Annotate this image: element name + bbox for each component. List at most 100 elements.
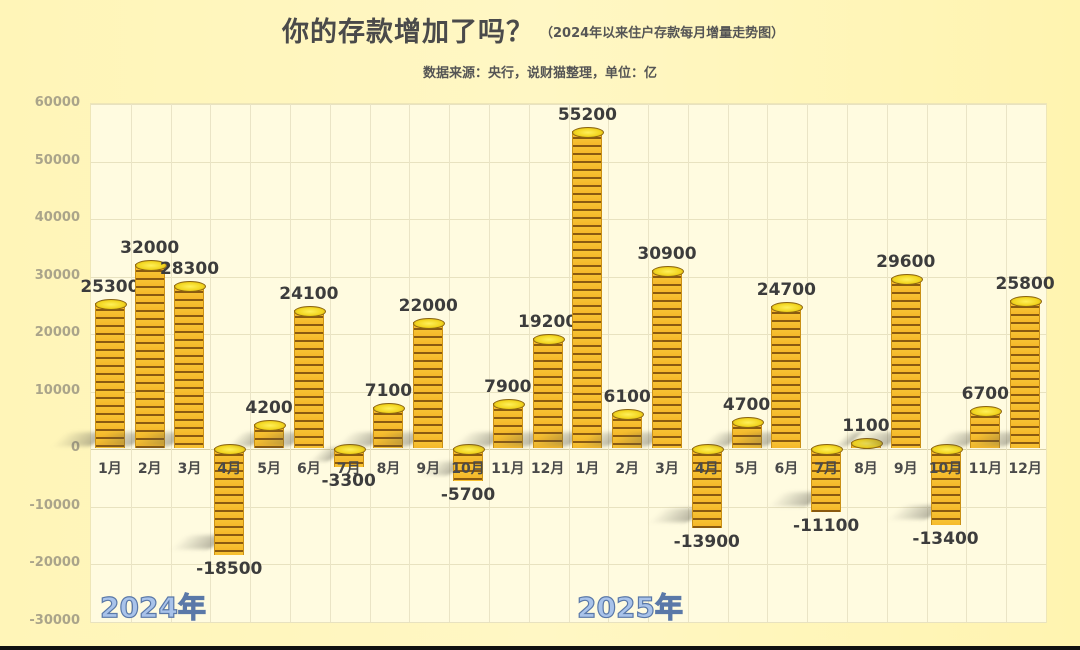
- coin-stack-bar[interactable]: [453, 444, 486, 482]
- y-tick-label: -10000: [29, 497, 80, 513]
- coin-top-icon: [373, 403, 406, 415]
- gridline-vertical: [1006, 104, 1008, 622]
- coin-stack-bar[interactable]: [731, 417, 764, 449]
- year-label-2024: 2024年: [99, 590, 206, 624]
- gridline-horizontal: [91, 622, 1046, 623]
- x-category-label: 3月: [655, 461, 679, 477]
- bar-value-label: 4700: [722, 395, 771, 416]
- bar-value-label: 25300: [80, 276, 140, 297]
- bar-value-label: 25800: [995, 273, 1055, 294]
- bar-value-label: 55200: [557, 104, 617, 125]
- coin-stack-bar[interactable]: [651, 266, 684, 449]
- coin-stack-bar[interactable]: [413, 317, 446, 449]
- gridline-vertical: [847, 104, 849, 622]
- coin-top-icon: [254, 420, 287, 432]
- coin-stack-bar[interactable]: [691, 444, 724, 529]
- coin-stack-bar[interactable]: [850, 438, 883, 449]
- coin-stack-bar[interactable]: [373, 403, 406, 449]
- coin-top-icon: [651, 266, 684, 278]
- coin-stack-bar[interactable]: [572, 126, 605, 449]
- bar-value-label: 29600: [876, 251, 936, 272]
- bottom-edge: [0, 646, 1080, 650]
- coin-top-icon: [94, 298, 127, 310]
- bar-value-label: 24700: [756, 280, 816, 301]
- x-category-label: 4月: [694, 461, 719, 477]
- x-category-label: 8月: [854, 461, 878, 477]
- gridline-vertical: [369, 104, 371, 622]
- coin-stack-bar[interactable]: [1010, 295, 1043, 449]
- data-source-note: 数据来源：央行，说财猫整理，单位：亿: [422, 66, 657, 81]
- gridline-vertical: [170, 104, 172, 622]
- gridline-vertical: [926, 104, 928, 622]
- x-category-label: 6月: [296, 461, 321, 477]
- x-category-label: 9月: [893, 461, 918, 477]
- coin-stack-bar[interactable]: [890, 273, 923, 449]
- coin-stack-bar[interactable]: [254, 420, 287, 449]
- bar-value-label: 1100: [842, 416, 890, 436]
- coin-stack-bar[interactable]: [333, 444, 366, 468]
- bar-value-label: 7900: [484, 376, 532, 397]
- bar-value-label: 7100: [364, 381, 413, 402]
- bar-value-label: 30900: [637, 244, 697, 265]
- coin-stack-bar[interactable]: [970, 405, 1003, 449]
- coin-top-icon: [1010, 295, 1043, 307]
- bar-value-label: -11100: [793, 516, 860, 537]
- coin-stack-bar[interactable]: [532, 333, 565, 449]
- coin-top-icon: [333, 444, 366, 456]
- coin-stack-bar[interactable]: [811, 444, 844, 513]
- bar-value-label: 32000: [120, 238, 180, 259]
- y-tick-label: -20000: [29, 555, 80, 571]
- coin-stack-bar[interactable]: [94, 298, 127, 449]
- coin-stack-bar[interactable]: [771, 302, 804, 449]
- gridline-vertical: [886, 104, 888, 622]
- x-category-label: 2月: [137, 461, 162, 477]
- x-category-label: 12月: [530, 461, 565, 477]
- coin-top-icon: [930, 444, 963, 456]
- bar-value-label: 4200: [245, 398, 293, 419]
- gridline-vertical: [966, 104, 968, 622]
- coin-stack-bar[interactable]: [612, 409, 645, 449]
- x-category-label: 10月: [928, 461, 963, 477]
- x-category-label: 11月: [968, 461, 1003, 477]
- x-category-label: 6月: [774, 461, 799, 477]
- y-tick-label: 0: [70, 440, 80, 456]
- coin-top-icon: [293, 305, 326, 317]
- chart-subtitle: （2024年以来住户存款每月增量走势图）: [540, 26, 785, 41]
- coin-top-icon: [532, 333, 565, 345]
- coin-stack-bar[interactable]: [930, 444, 963, 526]
- bar-value-label: -13900: [673, 532, 740, 553]
- coin-stack-bar[interactable]: [492, 398, 525, 449]
- x-category-label: 12月: [1008, 461, 1042, 477]
- year-label-2025: 2025年: [576, 590, 683, 624]
- coin-top-icon: [771, 302, 804, 314]
- x-category-label: 11月: [491, 461, 525, 477]
- bar-value-label: 6700: [961, 383, 1009, 404]
- coin-stack-bar[interactable]: [174, 281, 207, 449]
- y-tick-label: 30000: [34, 267, 80, 283]
- x-category-label: 1月: [575, 461, 600, 477]
- coin-top-icon: [890, 273, 923, 285]
- x-category-label: 10月: [451, 461, 485, 477]
- y-tick-label: 60000: [34, 95, 80, 110]
- gridline-vertical: [250, 104, 252, 622]
- coin-stack-bar[interactable]: [293, 305, 326, 449]
- x-category-label: 2月: [615, 461, 640, 477]
- x-category-label: 8月: [376, 461, 401, 477]
- y-tick-label: 20000: [34, 325, 80, 341]
- bar-value-label: 19200: [518, 311, 578, 332]
- coin-top-icon: [214, 444, 247, 456]
- gridline-vertical: [807, 104, 809, 622]
- x-category-label: 1月: [98, 461, 122, 477]
- x-category-label: 7月: [814, 461, 839, 477]
- coin-stack-bar[interactable]: [214, 444, 247, 555]
- coin-top-icon: [492, 398, 525, 410]
- x-category-label: 7月: [336, 461, 361, 477]
- gridline-vertical: [767, 104, 769, 622]
- coin-stack-bar[interactable]: [134, 260, 167, 449]
- bar-value-label: 6100: [603, 387, 651, 408]
- bar-value-label: -3300: [321, 471, 376, 492]
- coin-top-icon: [174, 281, 207, 293]
- coin-top-icon: [731, 417, 764, 429]
- y-tick-label: 10000: [34, 382, 80, 398]
- bar-value-label: -13400: [912, 529, 979, 550]
